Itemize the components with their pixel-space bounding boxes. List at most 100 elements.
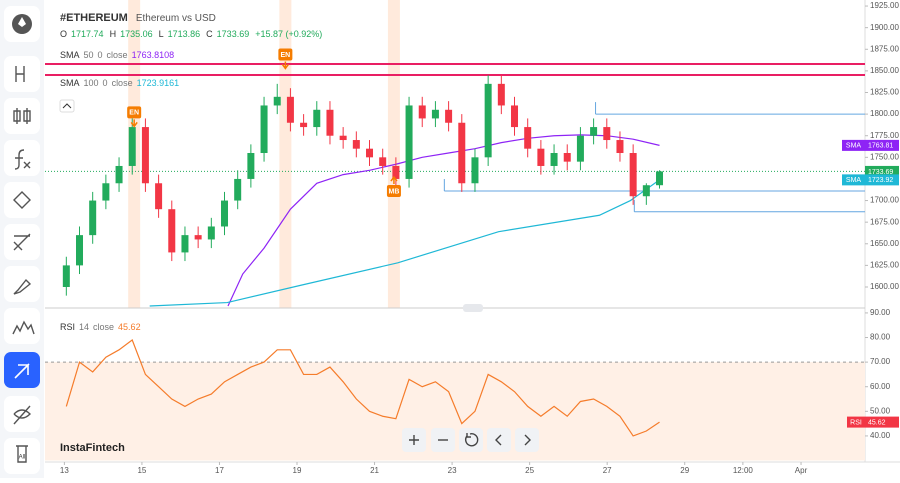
tag-label-bg [847, 416, 865, 428]
sma-param: 0 [98, 50, 103, 60]
sma-param: 0 [103, 78, 108, 88]
tag-label-bg [842, 174, 865, 186]
tool-icon [16, 445, 28, 463]
tool-icon [12, 320, 35, 335]
candle-body [194, 235, 202, 240]
y-tick-label: 1650.00 [870, 239, 899, 248]
x-tick-label: 21 [370, 466, 379, 475]
candle-body [366, 148, 374, 158]
tool-icon [14, 149, 31, 170]
y-tick-label: 1700.00 [870, 196, 899, 205]
annotation-label-bg [127, 106, 142, 119]
candle-body [326, 109, 334, 136]
candle-body [497, 83, 505, 106]
tool-icon [13, 233, 31, 251]
candle-body [511, 105, 519, 128]
candle-body [603, 127, 611, 141]
y-tick-label: 1800.00 [870, 109, 899, 118]
rsi-legend: RSI 14 close 45.62 [60, 322, 141, 332]
x-tick-label: 17 [215, 466, 224, 475]
annotation-label: EN [281, 52, 291, 59]
x-tick-label: 23 [448, 466, 457, 475]
tool-button[interactable] [4, 182, 40, 218]
candle-body [168, 209, 176, 253]
candle-body [431, 109, 439, 119]
tag-label-bg [842, 139, 865, 151]
sma-value: 1723.9161 [137, 78, 180, 88]
candle-body [379, 157, 387, 166]
tool-button[interactable] [4, 98, 40, 134]
scroll-left-button[interactable] [487, 428, 511, 452]
tool-icon [13, 405, 31, 425]
rsi-tag-text: 45.62 [868, 419, 886, 426]
candle-body [89, 200, 97, 236]
price-tag [865, 165, 899, 177]
candle-body [563, 153, 571, 162]
ohlc-label: C [206, 29, 213, 39]
collapse-button[interactable] [59, 99, 75, 113]
zoom-in-icon [409, 435, 419, 445]
candle-body [405, 105, 413, 179]
y-tick-label: 70.00 [870, 357, 891, 366]
tool-icon [15, 66, 25, 82]
annotation-label: EN [129, 110, 139, 117]
candle-body [629, 153, 637, 197]
watermark: InstaFintech [60, 442, 125, 454]
ohlc-value: 1713.86 [168, 29, 201, 39]
chart-title: #ETHEREUM [60, 12, 128, 24]
annotation-label-bg [386, 185, 401, 198]
collapse-icon [62, 103, 72, 109]
y-tick-label: 50.00 [870, 406, 891, 415]
candle-body [458, 122, 466, 184]
x-tick-label: 29 [680, 466, 689, 475]
y-tick-label: 1775.00 [870, 131, 899, 140]
toolbar-label: All [19, 455, 26, 461]
annotation-arrow [130, 119, 138, 128]
legend-title-row: #ETHEREUM Ethereum vs USD [60, 12, 216, 24]
candle-body [247, 153, 255, 179]
y-tick-label: 1850.00 [870, 66, 899, 75]
x-tick-label: 13 [60, 466, 69, 475]
price-tag [865, 174, 899, 186]
annotation-arrow [390, 175, 398, 185]
x-tick-label: 19 [293, 466, 302, 475]
tag-label: SMA [846, 143, 862, 150]
candle-body [128, 127, 136, 166]
x-tick-label: 12:00 [733, 466, 754, 475]
reset-icon [464, 433, 479, 447]
sma-param: close [112, 78, 133, 88]
ohlc-value: 1735.06 [120, 29, 153, 39]
y-tick-label: 1925.00 [870, 1, 899, 10]
sma-param: 100 [84, 78, 99, 88]
candle-body [590, 127, 598, 136]
candle-body [286, 96, 294, 123]
rsi-value: 45.62 [118, 322, 141, 332]
annotation-arrow [281, 61, 289, 70]
y-tick-label: 40.00 [870, 431, 891, 440]
ohlc-label: O [60, 29, 67, 39]
tool-icon [13, 278, 32, 295]
candle-body [576, 135, 584, 162]
candle-body [181, 235, 189, 253]
reset-button[interactable] [459, 428, 483, 452]
sma-name: SMA [60, 50, 80, 60]
candle-body [524, 127, 532, 149]
price-tag-text: 1733.69 [868, 169, 893, 176]
candle-body [221, 200, 229, 227]
rsi-param: 14 [79, 322, 89, 332]
tag-label: SMA [846, 177, 862, 184]
chart-subtitle: Ethereum vs USD [136, 13, 216, 24]
candle-body [339, 135, 347, 141]
pane-handle[interactable] [463, 304, 483, 312]
candle-body [141, 127, 149, 184]
y-tick-label: 1825.00 [870, 88, 899, 97]
ohlc-value: 1733.69 [217, 29, 250, 39]
tool-icon [14, 363, 30, 379]
candle-body [260, 105, 268, 154]
scroll-right-button[interactable] [515, 428, 539, 452]
x-tick-label: 25 [525, 466, 534, 475]
tool-button[interactable] [4, 438, 40, 474]
ohlc-label: H [110, 29, 117, 39]
y-tick-label: 80.00 [870, 333, 891, 342]
sma-name: SMA [60, 78, 80, 88]
